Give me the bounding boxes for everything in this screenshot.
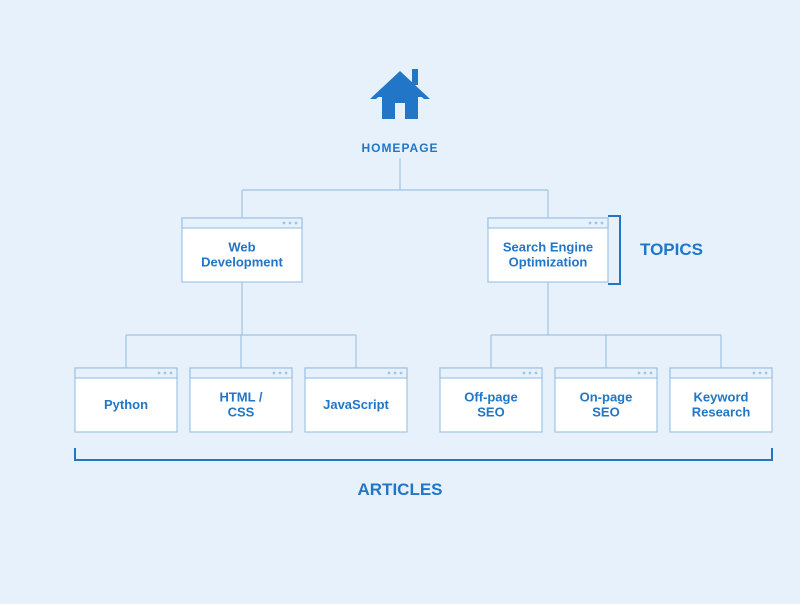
node-seo: Search EngineOptimization <box>488 218 608 282</box>
node-label: SEO <box>477 405 504 420</box>
node-label: Optimization <box>509 255 588 270</box>
node-label: JavaScript <box>323 397 389 412</box>
node-label: Keyword <box>694 390 749 405</box>
node-label: Search Engine <box>503 240 593 255</box>
node-label: SEO <box>592 405 619 420</box>
node-label: On-page <box>580 390 633 405</box>
node-onpage: On-pageSEO <box>555 368 657 432</box>
node-label: Research <box>692 405 751 420</box>
node-python: Python <box>75 368 177 432</box>
topics-label: TOPICS <box>640 240 703 259</box>
node-keyword: KeywordResearch <box>670 368 772 432</box>
homepage-label: HOMEPAGE <box>361 141 438 155</box>
node-web-dev: WebDevelopment <box>182 218 302 282</box>
node-js: JavaScript <box>305 368 407 432</box>
articles-label: ARTICLES <box>358 480 443 499</box>
node-label: HTML / <box>219 390 262 405</box>
node-label: Python <box>104 397 148 412</box>
node-label: Web <box>228 240 255 255</box>
node-htmlcss: HTML /CSS <box>190 368 292 432</box>
node-label: Off-page <box>464 390 517 405</box>
node-label: Development <box>201 255 283 270</box>
node-label: CSS <box>228 405 255 420</box>
node-offpage: Off-pageSEO <box>440 368 542 432</box>
